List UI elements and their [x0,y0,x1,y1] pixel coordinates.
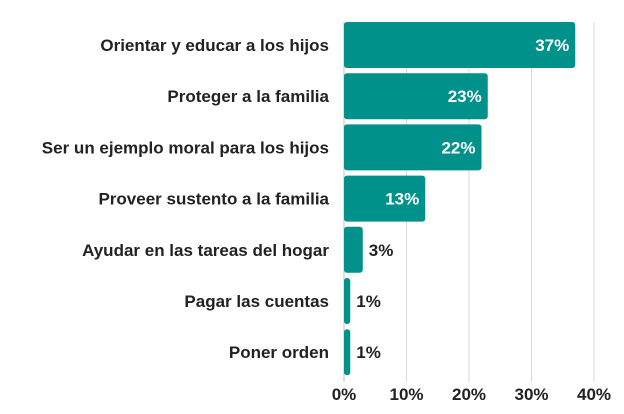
x-tick-label: 0% [332,385,357,404]
data-label: 23% [448,87,482,106]
x-tick-label: 10% [389,385,423,404]
data-label: 22% [441,138,475,157]
bar [344,226,363,273]
category-label: Orientar y educar a los hijos [100,36,329,55]
category-label: Ayudar en las tareas del hogar [82,241,329,260]
bar [344,175,426,222]
x-tick-label: 30% [514,385,548,404]
category-label: Proveer sustento a la familia [98,190,329,209]
data-label: 1% [356,343,381,362]
data-label: 3% [369,241,394,260]
category-label: Poner orden [229,343,329,362]
bar [344,329,351,376]
data-label: 13% [385,190,419,209]
x-tick-label: 40% [577,385,611,404]
x-tick-label: 20% [452,385,486,404]
x-axis-tick-labels: 0% 10% 20% 30% 40% [332,385,611,404]
data-label: 37% [535,36,569,55]
bars [344,22,576,376]
data-label: 1% [356,292,381,311]
bar [344,278,351,324]
category-label: Ser un ejemplo moral para los hijos [42,138,329,157]
data-labels: 37% 23% 22% 13% 3% 1% 1% [356,36,569,362]
bar [344,22,576,68]
category-label: Proteger a la familia [167,87,329,106]
bar [344,73,488,120]
bar [344,124,482,171]
category-labels: Orientar y educar a los hijos Proteger a … [42,36,330,362]
category-label: Pagar las cuentas [184,292,329,311]
